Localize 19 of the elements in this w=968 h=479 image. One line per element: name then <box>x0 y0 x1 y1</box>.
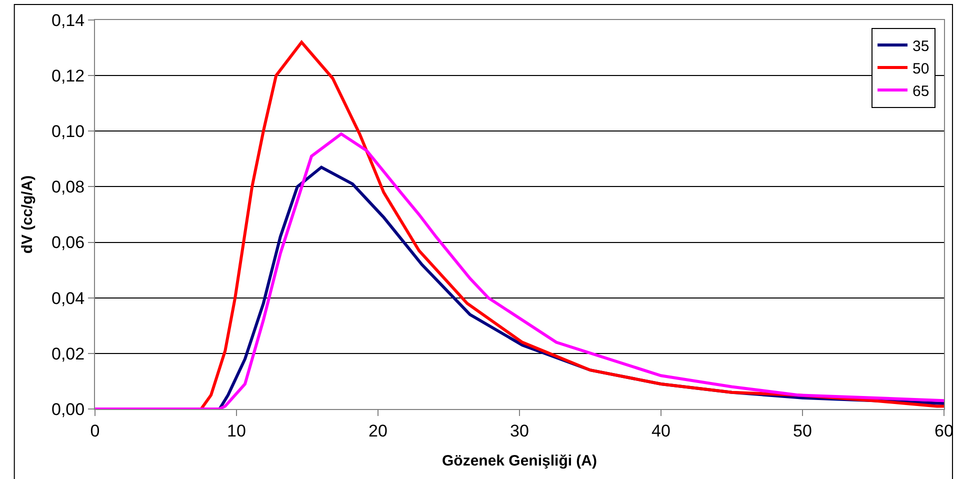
y-tick-label: 0,08 <box>52 178 85 197</box>
y-tick-label: 0,04 <box>52 288 85 308</box>
legend-label: 50 <box>912 60 930 78</box>
y-tick-label: 0,14 <box>52 10 85 30</box>
x-tick-label: 10 <box>227 421 246 440</box>
x-tick-label: 30 <box>510 421 529 440</box>
y-axis-title: dV (cc/g/A) <box>18 175 36 254</box>
legend-label: 65 <box>912 82 930 100</box>
x-tick-label: 20 <box>368 421 388 440</box>
y-tick-label: 0,00 <box>52 400 85 419</box>
x-axis-title: Gözenek Genişliği (A) <box>442 452 598 470</box>
x-tick-label: 50 <box>793 421 812 440</box>
y-tick-label: 0,06 <box>52 233 85 252</box>
y-tick-label: 0,10 <box>52 122 85 142</box>
y-tick-label: 0,12 <box>52 66 85 86</box>
x-tick-label: 0 <box>90 421 100 440</box>
y-tick-label: 0,02 <box>52 344 85 364</box>
x-tick-label: 40 <box>652 421 670 440</box>
legend-label: 35 <box>912 38 930 55</box>
